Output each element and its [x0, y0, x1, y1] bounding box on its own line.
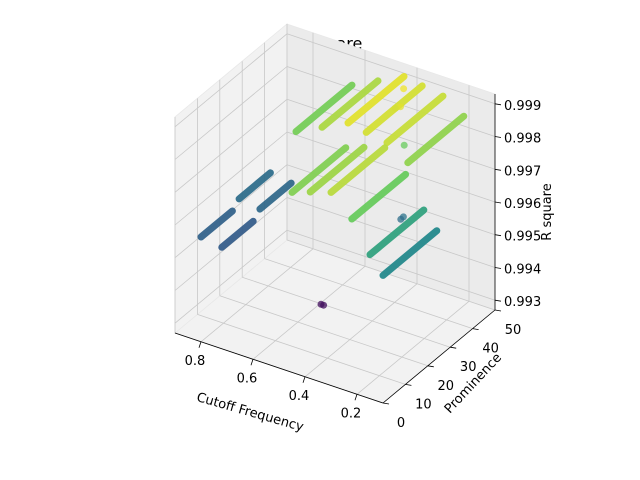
data-segment	[404, 112, 468, 167]
data-point	[400, 141, 408, 149]
grid-line-z-back	[286, 164, 496, 236]
z-tick-label: 0.998	[504, 132, 541, 147]
z-tick-label: 0.994	[504, 263, 541, 278]
grid-line-z-side	[174, 229, 288, 324]
x-tick-mark	[354, 394, 358, 401]
y-tick-label: 40	[482, 342, 499, 357]
data-segment	[327, 144, 389, 196]
x-tick-label: 0.6	[237, 371, 258, 386]
z-axis-label: R square	[540, 183, 555, 240]
grid-line-z-side	[174, 66, 288, 160]
grid-line-z-back	[286, 66, 496, 137]
z-tick-mark	[494, 267, 502, 269]
y-tick-mark	[450, 346, 457, 349]
grid-line-x-floor	[252, 265, 366, 360]
y-tick-label: 50	[505, 323, 522, 338]
y-axis-line	[382, 309, 496, 404]
z-tick-mark	[494, 168, 502, 171]
grid-line-x-floor	[200, 248, 314, 343]
x-axis-line	[174, 332, 384, 404]
grid-line-x-floor	[356, 300, 470, 395]
y-tick-mark	[472, 328, 479, 330]
y-tick-label: 10	[415, 397, 432, 412]
data-segment	[348, 170, 410, 223]
data-segment	[379, 227, 441, 279]
grid-line-x-floor	[304, 283, 418, 378]
x-tick-mark	[198, 341, 202, 348]
z-tick-mark	[494, 201, 502, 204]
grid-line-y-floor	[242, 276, 451, 348]
data-point	[317, 300, 325, 308]
z-tick-label: 0.995	[504, 230, 541, 245]
data-segment	[318, 77, 382, 131]
grid-line-z-back	[286, 131, 496, 203]
x-tick-mark	[302, 376, 306, 383]
data-segment	[197, 207, 236, 241]
data-point	[397, 215, 405, 223]
axis-lines	[174, 94, 502, 405]
y-tick-mark	[494, 309, 502, 312]
data-segment	[235, 169, 274, 203]
grid-line-y-floor	[219, 295, 428, 367]
y-tick-mark	[427, 365, 434, 368]
data-segment	[383, 92, 447, 147]
grid-line-z-side	[174, 131, 288, 226]
grid-line-z-side	[174, 33, 288, 128]
x-tick-label: 0.8	[185, 354, 206, 369]
data-segment	[218, 217, 257, 251]
grid-lines	[174, 24, 496, 404]
grid-line-z-side	[174, 98, 288, 193]
data-point	[391, 104, 399, 112]
grid-line-y-floor	[197, 314, 406, 385]
tick-labels: 0.2 0.4 0.6 0.8 0 10 20 30 40 50 0.993 0.994 0.995 0.…	[185, 99, 542, 431]
y-tick-mark	[405, 384, 412, 386]
grid-line-z-back	[286, 33, 496, 105]
grid-line-y-floor	[264, 258, 473, 329]
data-point	[400, 85, 408, 93]
data-marks	[197, 73, 468, 309]
y-tick-label: 30	[460, 360, 477, 375]
data-segment	[292, 81, 356, 136]
z-tick-label: 0.997	[504, 164, 541, 179]
data-segment	[306, 143, 368, 196]
z-tick-mark	[494, 136, 502, 138]
x-tick-mark	[250, 359, 254, 366]
x-tick-label: 0.4	[289, 389, 310, 404]
x-tick-label: 0.2	[341, 406, 362, 421]
z-tick-label: 0.993	[504, 295, 541, 310]
z-tick-label: 0.999	[504, 99, 541, 114]
y-tick-mark	[382, 402, 390, 405]
z-tick-mark	[494, 234, 502, 237]
y-tick-label: 20	[438, 379, 455, 394]
data-segment	[344, 73, 408, 127]
y-tick-label: 0	[397, 416, 405, 431]
z-tick-mark	[494, 299, 502, 302]
z-tick-mark	[494, 103, 502, 106]
grid-line-y-floor	[286, 239, 496, 311]
grid-line-z-back	[286, 197, 496, 268]
z-tick-label: 0.996	[504, 197, 541, 212]
data-segment	[288, 144, 350, 196]
data-segment	[256, 179, 295, 213]
data-segment	[366, 206, 428, 259]
